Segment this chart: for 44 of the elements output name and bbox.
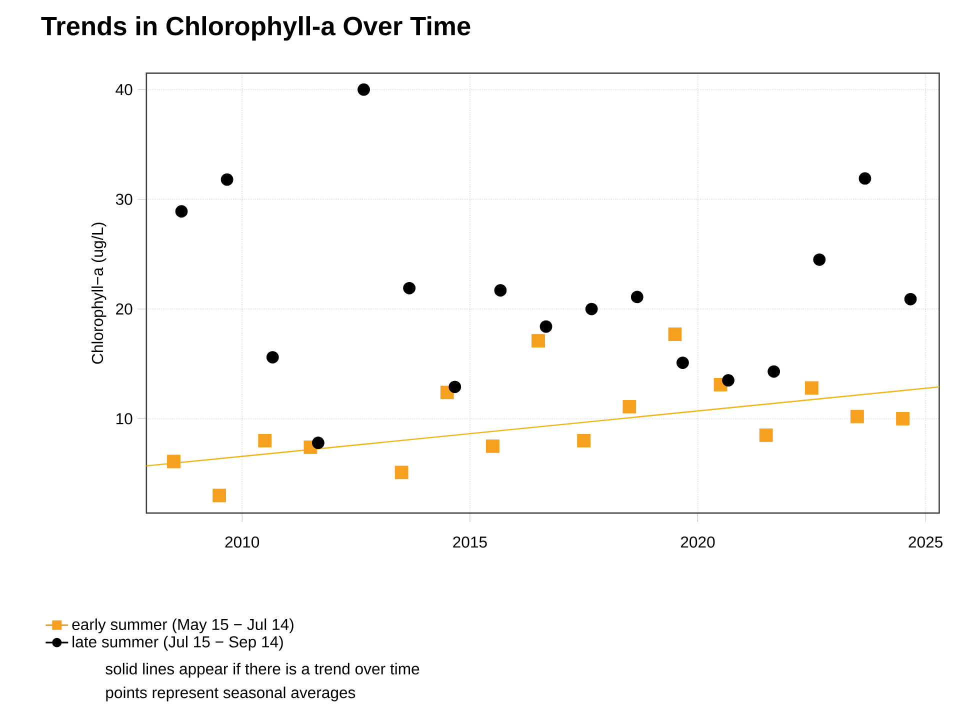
y-axis-title: Chlorophyll−a (ug/L)	[91, 222, 106, 364]
point	[220, 174, 234, 186]
x-tick-label: 2020	[680, 536, 715, 548]
point	[577, 434, 591, 448]
y-tick-label: 30	[116, 194, 132, 206]
point	[722, 374, 734, 387]
legend-label: early summer (May 15 − Jul 14)	[72, 618, 294, 634]
chart-title: Trends in Chlorophyll-a Over Time	[41, 16, 470, 41]
point	[167, 454, 180, 468]
point	[212, 488, 226, 502]
point	[585, 302, 598, 316]
point	[258, 434, 272, 448]
point	[532, 334, 545, 348]
x-tick-label: 2025	[908, 536, 942, 548]
point	[266, 351, 279, 364]
x-tick-label: 2010	[225, 536, 260, 548]
text: points represent seasonal averages	[106, 686, 356, 702]
point	[668, 328, 682, 342]
point	[630, 290, 644, 304]
point	[896, 412, 910, 426]
point	[904, 293, 917, 306]
point	[394, 466, 408, 480]
point	[813, 254, 826, 266]
y-tick-label: 10	[116, 413, 132, 424]
y-tick-label: 20	[116, 304, 132, 315]
point	[403, 282, 416, 295]
point	[622, 400, 636, 414]
legend-label: late summer (Jul 15 − Sep 14)	[72, 636, 283, 651]
point	[850, 410, 864, 424]
text: solid lines appear if there is a trend over time	[106, 663, 420, 678]
y-tick-label: 40	[116, 84, 132, 96]
point	[312, 436, 324, 450]
x-tick-label: 2015	[453, 536, 487, 548]
point	[358, 84, 370, 96]
point	[759, 428, 773, 442]
point	[486, 440, 500, 454]
point	[448, 380, 462, 394]
point	[768, 366, 780, 378]
point	[676, 356, 689, 370]
point	[540, 320, 552, 333]
point	[494, 284, 507, 297]
point	[858, 172, 872, 185]
point	[804, 381, 818, 395]
point	[175, 205, 188, 218]
